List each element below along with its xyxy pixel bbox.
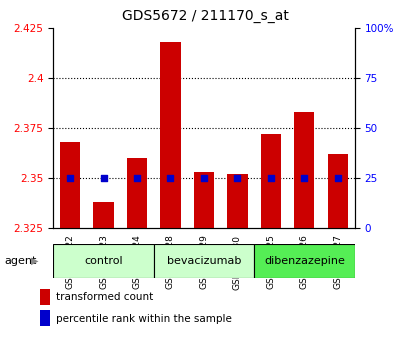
Text: ▶: ▶ [31, 256, 38, 266]
Bar [160, 42, 180, 228]
Text: dibenzazepine: dibenzazepine [263, 256, 344, 266]
Bar [260, 134, 280, 228]
Bar [60, 142, 80, 228]
FancyBboxPatch shape [254, 244, 354, 278]
Point [300, 176, 307, 181]
Point [67, 176, 73, 181]
Bar [127, 158, 147, 228]
Point [267, 176, 274, 181]
Bar [93, 202, 113, 228]
FancyBboxPatch shape [153, 244, 254, 278]
Text: control: control [84, 256, 123, 266]
Text: agent: agent [4, 256, 36, 266]
Bar [193, 172, 213, 228]
Text: transformed count: transformed count [56, 292, 153, 302]
Bar [40, 310, 49, 326]
Point [167, 176, 173, 181]
FancyBboxPatch shape [53, 244, 153, 278]
Point [334, 176, 340, 181]
Text: bevacizumab: bevacizumab [166, 256, 240, 266]
Text: percentile rank within the sample: percentile rank within the sample [56, 314, 231, 324]
Bar [327, 154, 347, 228]
Point [200, 176, 207, 181]
Text: GDS5672 / 211170_s_at: GDS5672 / 211170_s_at [121, 9, 288, 23]
Bar [227, 174, 247, 228]
Point [133, 176, 140, 181]
Point [100, 176, 106, 181]
Point [234, 176, 240, 181]
Bar [294, 112, 314, 228]
Bar [40, 289, 49, 305]
